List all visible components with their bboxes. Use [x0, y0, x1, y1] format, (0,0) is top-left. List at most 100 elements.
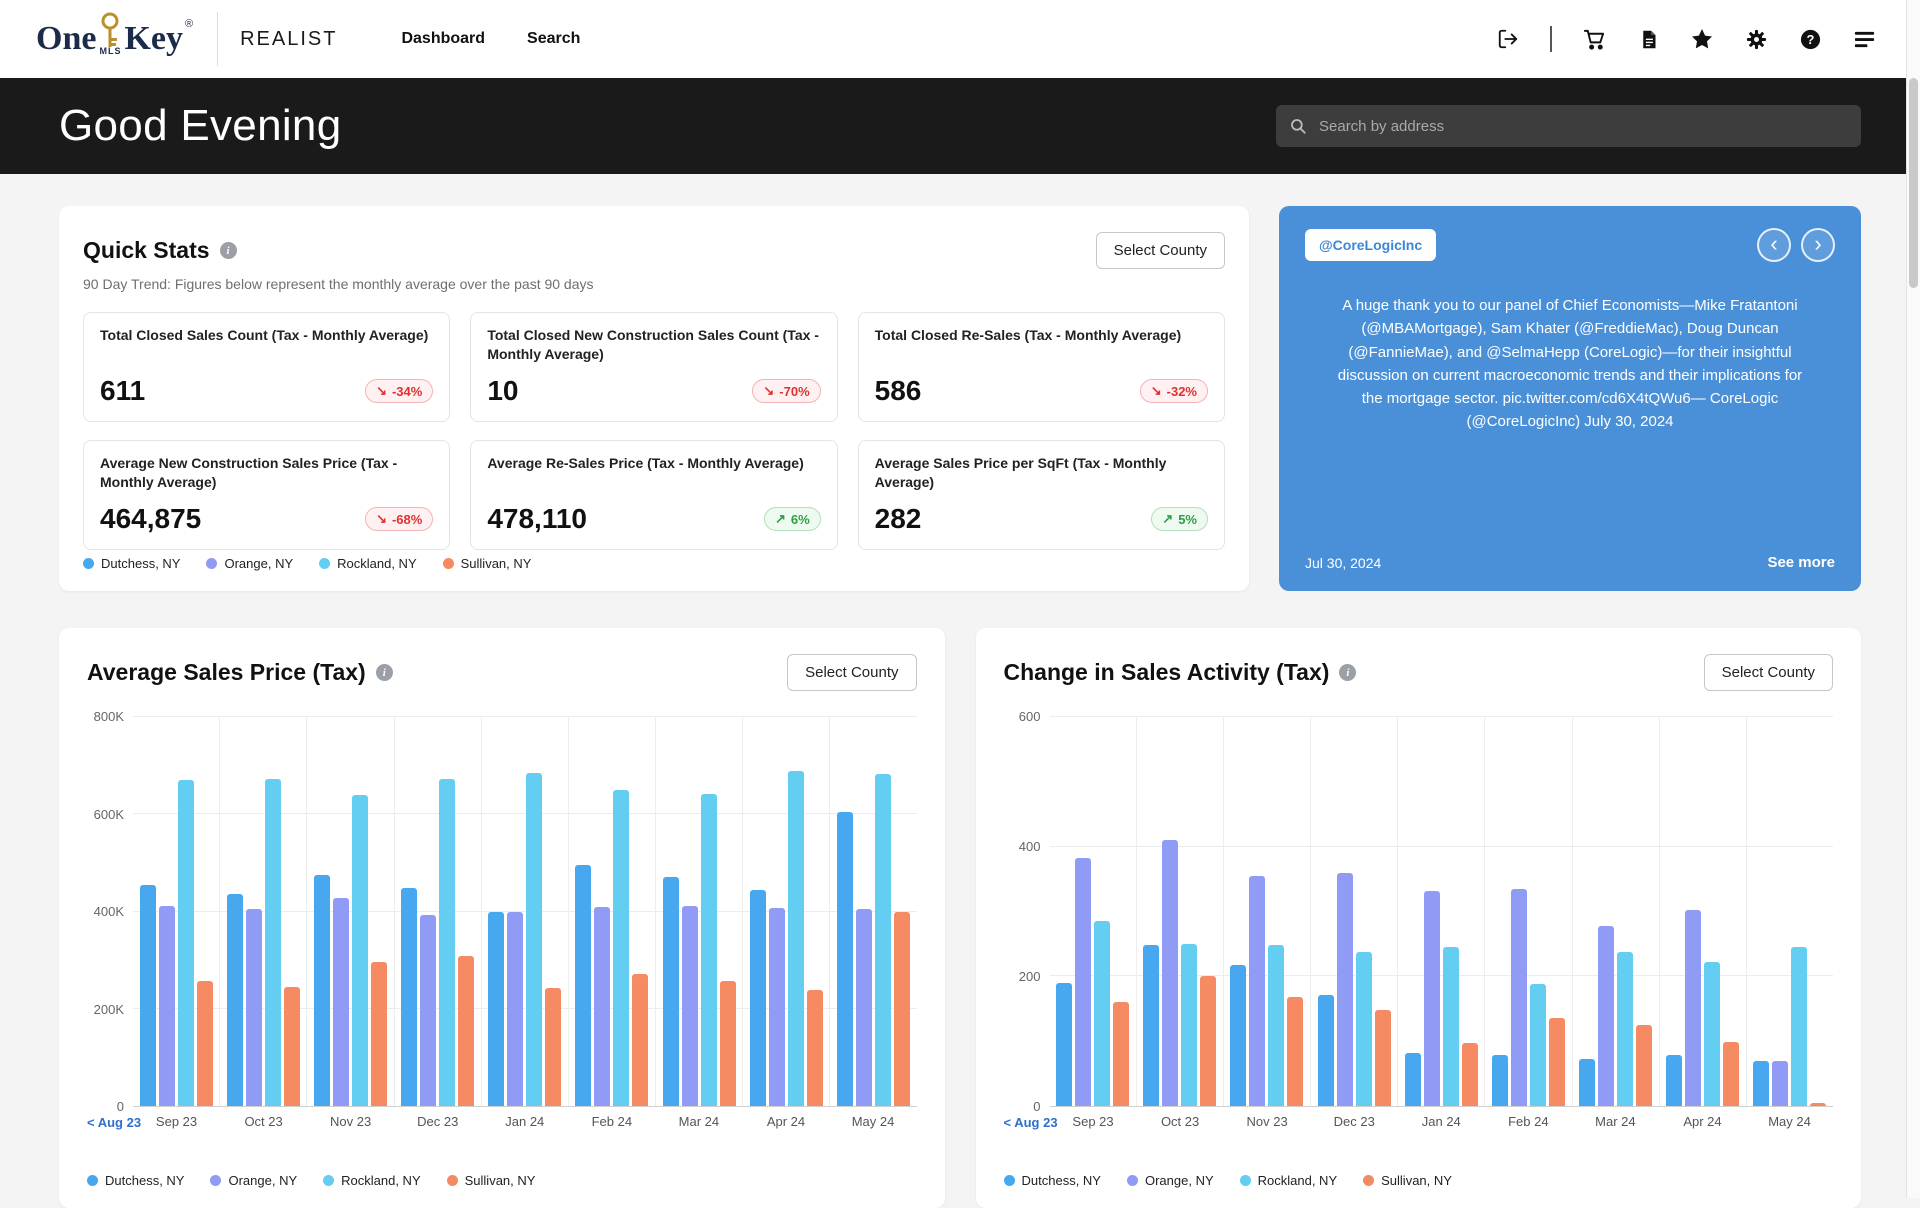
help-icon[interactable]: ?	[1798, 27, 1822, 51]
bar	[1443, 947, 1459, 1106]
bar	[1704, 962, 1720, 1106]
bar	[1162, 840, 1178, 1106]
bar	[178, 780, 194, 1106]
bar	[894, 912, 910, 1107]
bar-group	[1746, 717, 1833, 1106]
scrollbar-thumb[interactable]	[1909, 78, 1918, 288]
bar	[575, 865, 591, 1106]
select-county-button[interactable]: Select County	[1096, 232, 1225, 269]
bar-group	[306, 717, 393, 1106]
twitter-handle-chip[interactable]: @CoreLogicInc	[1305, 229, 1436, 261]
legend-label: Rockland, NY	[341, 1173, 420, 1188]
legend-label: Rockland, NY	[1258, 1173, 1337, 1188]
x-tick-label: Oct 23	[220, 1114, 307, 1129]
bar	[545, 988, 561, 1106]
x-tick-label: May 24	[830, 1114, 917, 1129]
info-icon[interactable]	[376, 664, 393, 681]
cart-icon[interactable]	[1582, 27, 1606, 51]
legend-item: Rockland, NY	[319, 556, 416, 571]
info-icon[interactable]	[1339, 664, 1356, 681]
brand-word-key: Key	[124, 12, 183, 66]
legend-item: Dutchess, NY	[83, 556, 180, 571]
bar-group	[1310, 717, 1397, 1106]
bar	[701, 794, 717, 1106]
bar	[1056, 983, 1072, 1106]
search-input[interactable]	[1317, 117, 1848, 136]
key-icon: MLS	[99, 12, 121, 56]
bar	[507, 912, 523, 1106]
legend-item: Dutchess, NY	[1004, 1173, 1101, 1188]
legend-color-dot	[443, 558, 454, 569]
bar	[1579, 1059, 1595, 1106]
bar	[284, 987, 300, 1106]
reports-icon[interactable]	[1852, 27, 1876, 51]
info-icon[interactable]	[220, 242, 237, 259]
greeting-text: Good Evening	[59, 101, 341, 151]
quick-stats-subtitle: 90 Day Trend: Figures below represent th…	[83, 276, 1225, 292]
next-tweet-button[interactable]: ›	[1801, 228, 1835, 262]
trend-up-icon: ↗	[1162, 511, 1173, 527]
bar	[458, 956, 474, 1106]
bar	[401, 888, 417, 1106]
bar	[720, 981, 736, 1106]
bar	[1666, 1055, 1682, 1106]
legend-label: Dutchess, NY	[105, 1173, 184, 1188]
quick-stats-title: Quick Stats	[83, 237, 210, 264]
stat-label: Total Closed Sales Count (Tax - Monthly …	[100, 326, 433, 345]
bar-group	[394, 717, 481, 1106]
bar	[613, 790, 629, 1106]
window-scrollbar[interactable]	[1906, 0, 1920, 1198]
legend-item: Sullivan, NY	[447, 1173, 536, 1188]
onekey-mls-logo[interactable]: One MLS Key ®	[36, 12, 218, 66]
stat-label: Total Closed New Construction Sales Coun…	[487, 326, 820, 364]
change-in-sales-activity-card: Change in Sales Activity (Tax) Select Co…	[976, 628, 1862, 1208]
stat-card: Average Sales Price per SqFt (Tax - Mont…	[858, 440, 1225, 550]
chart-title: Average Sales Price (Tax)	[87, 659, 366, 686]
bar	[140, 885, 156, 1106]
logout-icon[interactable]	[1496, 27, 1520, 51]
navbar-actions: ?	[1496, 26, 1876, 52]
bar	[1723, 1042, 1739, 1106]
address-search[interactable]	[1276, 105, 1861, 147]
document-icon[interactable]	[1636, 27, 1660, 51]
bar	[1791, 947, 1807, 1106]
bar	[526, 773, 542, 1106]
select-county-button[interactable]: Select County	[1704, 654, 1833, 691]
star-icon[interactable]	[1690, 27, 1714, 51]
prev-month-link[interactable]: < Aug 23	[1004, 1115, 1058, 1130]
social-feed-card: @CoreLogicInc ‹ › A huge thank you to ou…	[1279, 206, 1861, 591]
x-tick-label: Nov 23	[307, 1114, 394, 1129]
x-tick-label: May 24	[1746, 1114, 1833, 1129]
see-more-link[interactable]: See more	[1767, 554, 1835, 571]
stat-label: Average Sales Price per SqFt (Tax - Mont…	[875, 454, 1208, 492]
stat-card: Total Closed New Construction Sales Coun…	[470, 312, 837, 422]
tweet-date: Jul 30, 2024	[1305, 555, 1381, 571]
bar	[1636, 1025, 1652, 1106]
gear-icon[interactable]	[1744, 27, 1768, 51]
prev-month-link[interactable]: < Aug 23	[87, 1115, 141, 1130]
bar	[1530, 984, 1546, 1106]
bar	[265, 779, 281, 1106]
nav-link-dashboard[interactable]: Dashboard	[401, 30, 485, 48]
nav-link-search[interactable]: Search	[527, 30, 580, 48]
legend-label: Orange, NY	[224, 556, 293, 571]
bar	[1318, 995, 1334, 1107]
search-icon	[1289, 117, 1307, 135]
bar-group	[1484, 717, 1571, 1106]
stat-label: Average New Construction Sales Price (Ta…	[100, 454, 433, 492]
legend-color-dot	[323, 1175, 334, 1186]
x-tick-label: Mar 24	[1572, 1114, 1659, 1129]
prev-tweet-button[interactable]: ‹	[1757, 228, 1791, 262]
bar	[750, 890, 766, 1106]
legend-color-dot	[87, 1175, 98, 1186]
y-tick-label: 400	[1019, 839, 1041, 854]
legend-item: Orange, NY	[210, 1173, 297, 1188]
bar	[807, 990, 823, 1106]
stat-card: Total Closed Sales Count (Tax - Monthly …	[83, 312, 450, 422]
x-tick-label: Jan 24	[1398, 1114, 1485, 1129]
y-tick-label: 0	[1033, 1099, 1040, 1114]
select-county-button[interactable]: Select County	[787, 654, 916, 691]
